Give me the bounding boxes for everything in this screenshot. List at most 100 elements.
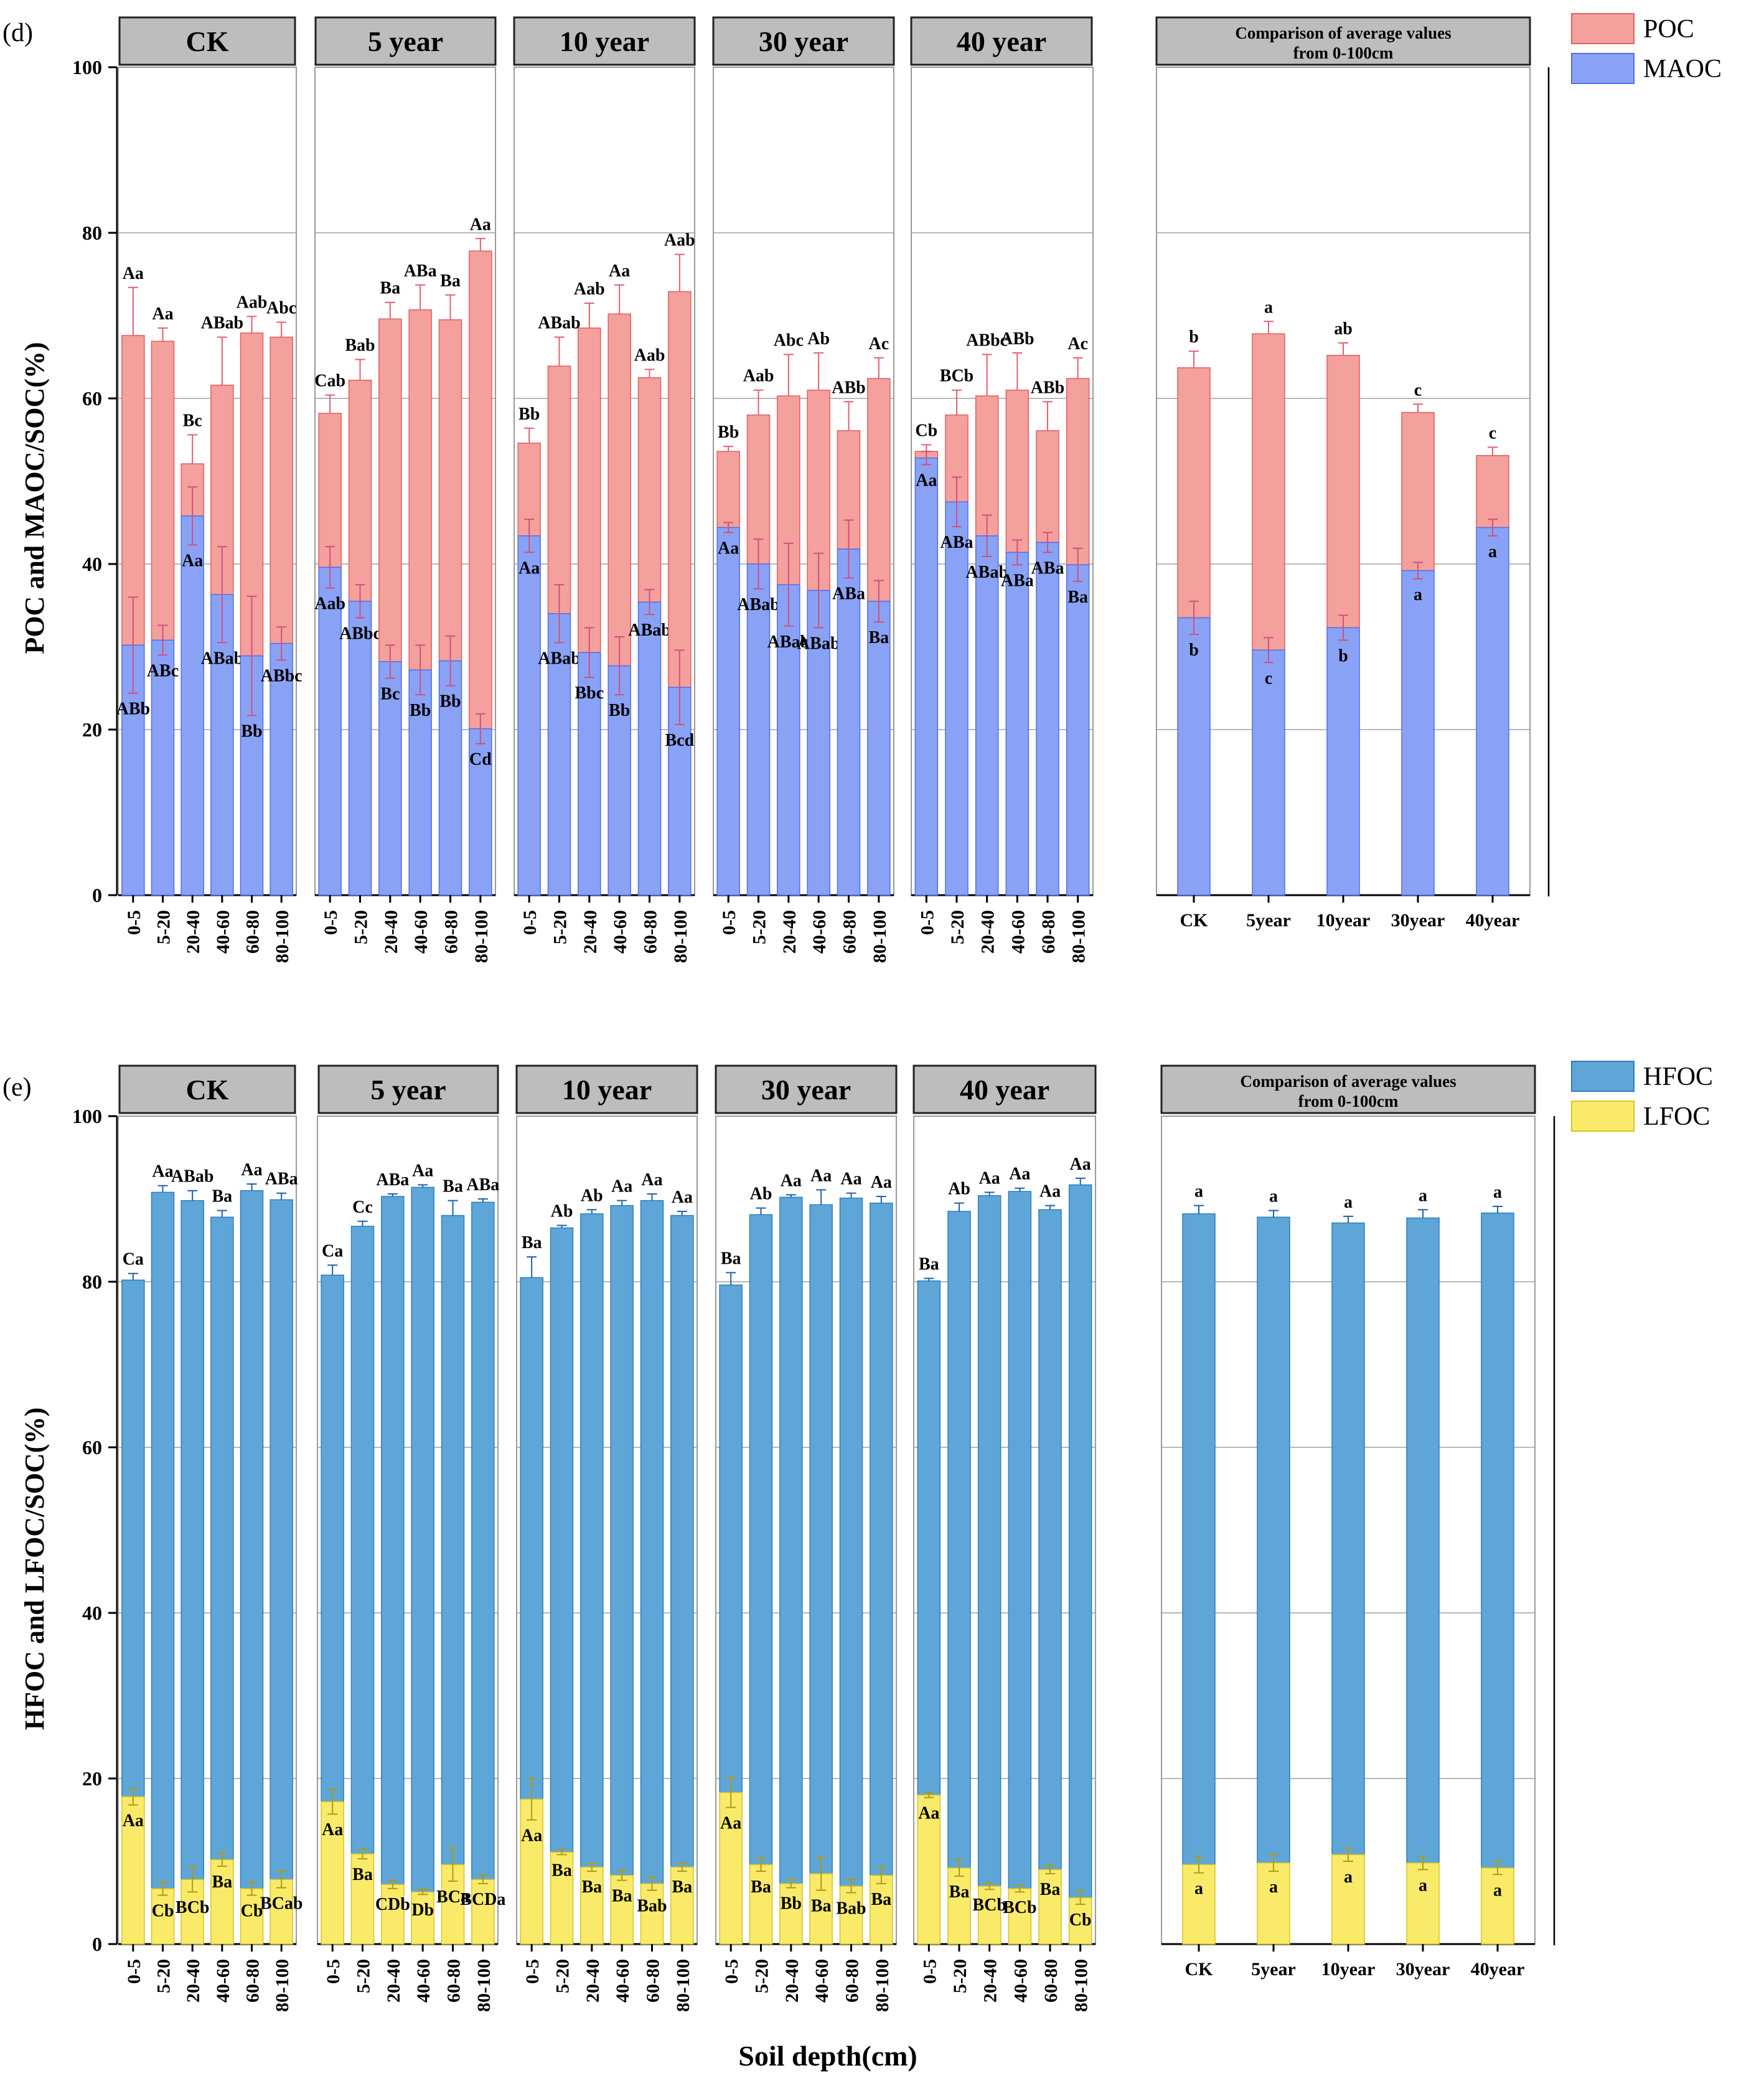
significance-label-top: Aa [871, 1173, 892, 1192]
x-category-label: 40-60 [812, 1959, 832, 2003]
significance-label-bottom: BCb [176, 1898, 209, 1917]
bar-hfoc [580, 1213, 604, 1868]
bar-lfoc [749, 1864, 773, 1945]
bar-maoc [1066, 564, 1090, 896]
significance-label-top: a [1194, 1182, 1203, 1201]
significance-label-bottom: Bb [439, 692, 461, 712]
bar-hfoc [121, 1279, 145, 1798]
bar-hfoc [610, 1205, 634, 1876]
significance-label-top: a [1493, 1183, 1502, 1202]
bar-hfoc [181, 1200, 204, 1881]
significance-label-bottom: Cb [241, 1902, 263, 1921]
bar-hfoc [270, 1199, 293, 1881]
bar-lfoc [520, 1798, 543, 1945]
group-title: 30 year [759, 26, 848, 57]
group-header-box [910, 16, 1093, 66]
significance-label-top: Ab [750, 1185, 772, 1204]
group-title: 30 year [761, 1074, 851, 1106]
x-category-label: 60-80 [1038, 910, 1059, 954]
y-tick-label: 40 [82, 553, 102, 575]
y-tick-label: 80 [82, 222, 102, 244]
significance-label-bottom: Ba [1040, 1880, 1061, 1899]
group-header-box [515, 1064, 698, 1114]
significance-label-top: a [1269, 1187, 1278, 1206]
x-category-label: 20-40 [580, 910, 601, 954]
bar-lfoc [1331, 1854, 1365, 1945]
bar-maoc [945, 501, 969, 896]
significance-label-top: Aa [123, 264, 144, 283]
x-category-label: 5-20 [553, 1959, 573, 1993]
bar-poc [318, 413, 342, 568]
bar-hfoc [1182, 1213, 1216, 1866]
significance-label-top: Aa [241, 1160, 262, 1180]
x-category-label: 5-20 [154, 910, 174, 944]
significance-label-bottom: Bab [637, 1897, 667, 1916]
significance-label-bottom: Ba [581, 1877, 602, 1897]
bar-poc [1066, 378, 1090, 566]
significance-label-top: ABa [265, 1170, 298, 1189]
significance-label-bottom: a [1493, 1881, 1502, 1900]
x-category-label: 20-40 [583, 1959, 603, 2003]
bar-lfoc [321, 1801, 344, 1945]
significance-label-bottom: BCab [260, 1894, 303, 1914]
group-header-box [712, 16, 895, 66]
significance-label-bottom: Bbc [575, 684, 604, 703]
significance-label-top: Aab [237, 293, 268, 312]
y-tick-label: 0 [92, 1933, 102, 1955]
significance-label-bottom: a [1194, 1879, 1203, 1899]
group-frame [317, 1116, 499, 1945]
bar-lfoc [1038, 1869, 1062, 1945]
y-tick-label: 20 [82, 1767, 102, 1790]
bar-maoc [1326, 627, 1360, 896]
significance-label-bottom: Bb [241, 721, 262, 741]
significance-label-bottom: Ba [949, 1882, 970, 1902]
x-category-label: 0-5 [919, 1959, 940, 1984]
significance-label-top: Abc [774, 331, 804, 350]
significance-label-top: a [1264, 298, 1273, 317]
significance-label-bottom: Cb [1069, 1910, 1092, 1930]
bar-lfoc [1481, 1867, 1514, 1945]
significance-label-bottom: Db [411, 1900, 434, 1920]
bar-hfoc [550, 1227, 574, 1853]
significance-label-top: Aa [840, 1170, 861, 1189]
x-category-label: 40year [1471, 1959, 1525, 1980]
x-category-label: 40-60 [610, 910, 631, 954]
bar-hfoc [779, 1196, 803, 1884]
group-frame [118, 67, 297, 896]
legend-label-hfoc: HFOC [1643, 1063, 1713, 1091]
significance-label-bottom: ABab [201, 649, 243, 668]
bar-hfoc [381, 1196, 405, 1885]
x-category-label: 80-100 [1069, 910, 1089, 963]
significance-label-bottom: ABab [737, 595, 779, 614]
x-category-label: 0-5 [522, 1959, 543, 1984]
legend-label-maoc: MAOC [1643, 55, 1722, 83]
significance-label-top: Aa [810, 1166, 832, 1185]
bar-maoc [378, 661, 402, 896]
significance-label-top: Ab [948, 1180, 970, 1199]
bar-lfoc [121, 1796, 145, 1945]
x-category-label: 5-20 [354, 1959, 374, 1993]
x-category-label: 5-20 [154, 1959, 174, 1993]
significance-label-bottom: a [1269, 1877, 1278, 1897]
significance-label-bottom: ABab [965, 563, 1008, 582]
group-frame [911, 67, 1094, 896]
group-header-box [118, 1064, 296, 1114]
significance-label-top: b [1189, 327, 1199, 347]
bar-poc [716, 451, 740, 529]
x-category-label: 20-40 [779, 910, 800, 954]
x-category-label: 0-5 [321, 910, 341, 935]
x-category-label: CK [1180, 910, 1209, 931]
significance-label-bottom: Ba [352, 1865, 373, 1884]
x-category-label: 40-60 [809, 910, 830, 954]
x-category-label: 60-80 [643, 1959, 664, 2003]
bar-hfoc [917, 1280, 941, 1796]
x-category-label: 80-100 [471, 910, 492, 963]
significance-label-top: Bc [183, 411, 202, 431]
group-header-box [317, 1064, 499, 1114]
bar-maoc [1476, 527, 1509, 896]
significance-label-top: a [1344, 1193, 1353, 1212]
x-category-label: 0-5 [323, 1959, 344, 1984]
x-category-label: 5year [1251, 1959, 1296, 1980]
bar-lfoc [1406, 1862, 1440, 1945]
significance-label-top: Aa [672, 1188, 693, 1207]
